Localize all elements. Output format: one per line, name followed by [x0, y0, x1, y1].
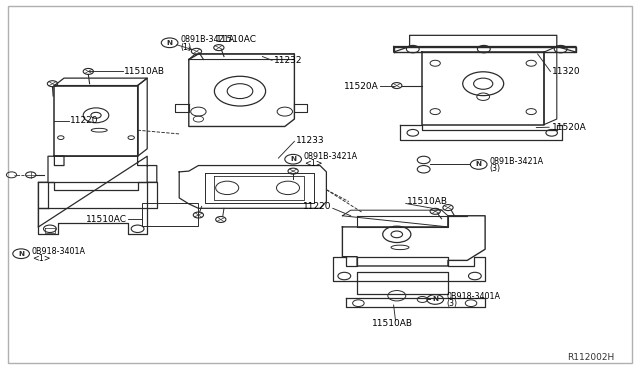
Text: 11510AB: 11510AB	[407, 197, 448, 206]
Text: 0891B-3421A: 0891B-3421A	[490, 157, 544, 166]
Text: 0891B-3421A: 0891B-3421A	[304, 152, 358, 161]
Text: 11320: 11320	[552, 67, 580, 76]
Text: 11510AB: 11510AB	[124, 67, 165, 76]
Text: 11220: 11220	[303, 202, 332, 211]
Text: N: N	[476, 161, 482, 167]
Text: 0B918-3401A: 0B918-3401A	[446, 292, 500, 301]
Text: 11510AC: 11510AC	[216, 35, 257, 44]
Text: (3): (3)	[490, 164, 500, 173]
Bar	[142, 203, 198, 226]
Text: <1>: <1>	[32, 254, 51, 263]
Text: 11510AB: 11510AB	[372, 319, 413, 328]
Text: N: N	[290, 156, 296, 162]
Text: <1>: <1>	[304, 159, 323, 168]
Text: 11520A: 11520A	[344, 82, 379, 91]
Text: 11232: 11232	[274, 56, 303, 65]
Text: R112002H: R112002H	[567, 353, 614, 362]
Text: 0B918-3401A: 0B918-3401A	[32, 247, 86, 256]
Text: 11233: 11233	[296, 136, 324, 145]
Text: N: N	[18, 251, 24, 257]
Text: 11510AC: 11510AC	[86, 215, 127, 224]
Text: 0891B-3421A: 0891B-3421A	[180, 35, 235, 44]
Text: 11220: 11220	[70, 116, 99, 125]
Text: 11520A: 11520A	[552, 123, 586, 132]
Text: N: N	[432, 296, 438, 302]
Text: (3): (3)	[446, 299, 457, 308]
Text: (1): (1)	[180, 43, 191, 52]
Text: N: N	[166, 40, 173, 46]
